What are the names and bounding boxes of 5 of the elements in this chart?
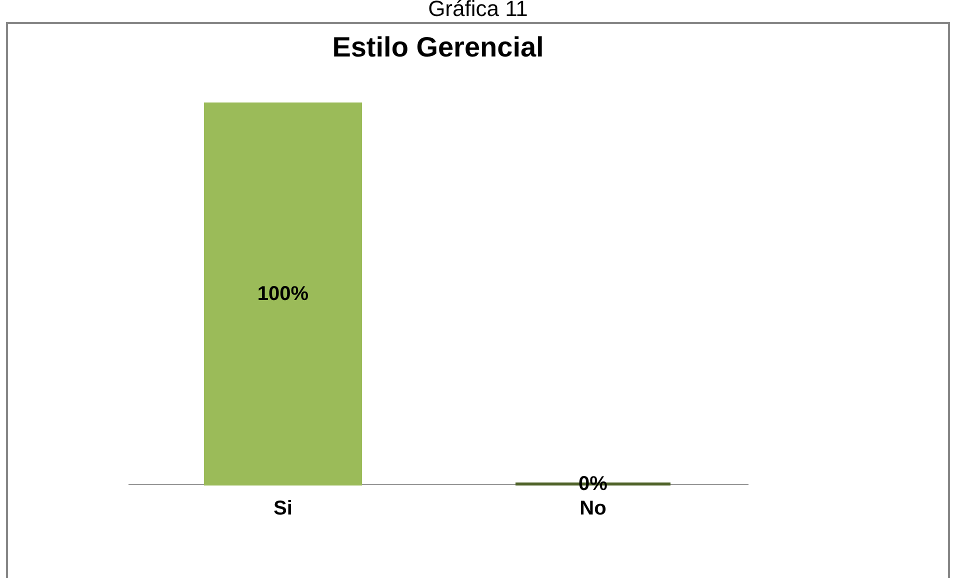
chart-title: Estilo Gerencial	[332, 32, 544, 62]
x-tick-label: Si	[274, 498, 292, 520]
data-label: 100%	[257, 283, 309, 305]
text: Gráfica 11	[427, 0, 529, 22]
x-tick-label: No	[580, 498, 606, 520]
